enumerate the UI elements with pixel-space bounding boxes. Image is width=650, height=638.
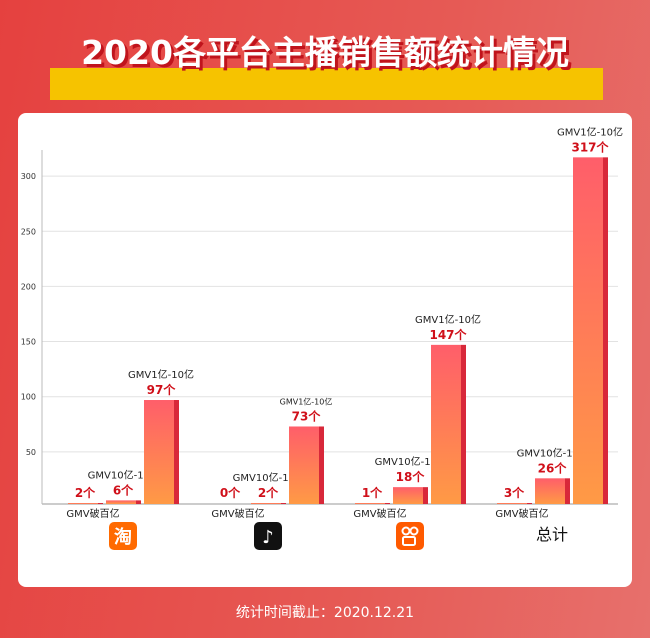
- bar-side: [603, 157, 608, 504]
- bar: [535, 478, 565, 504]
- value-label: 3个: [504, 485, 525, 500]
- y-tick-label: 50: [26, 448, 36, 457]
- footer-date-note: 统计时间截止：2020.12.21: [235, 605, 415, 621]
- bar-side: [174, 400, 179, 504]
- value-label: 26个: [538, 460, 568, 475]
- value-label: 2个: [75, 485, 96, 500]
- bar-side: [136, 500, 141, 504]
- series-label: GMV破百亿: [353, 507, 406, 520]
- bar-side: [319, 426, 324, 504]
- series-label: GMV1亿-10亿: [280, 396, 333, 406]
- value-label: 317个: [571, 139, 609, 154]
- kuaishou-icon-part: [409, 526, 419, 536]
- y-tick-label: 100: [21, 393, 36, 402]
- bar: [289, 426, 319, 504]
- value-label: 1个: [362, 485, 383, 500]
- bar: [431, 344, 461, 504]
- series-label: GMV破百亿: [66, 507, 119, 520]
- bar: [144, 400, 174, 504]
- bar: [68, 503, 98, 504]
- taobao-icon-glyph: 淘: [114, 526, 132, 548]
- bar: [251, 503, 281, 504]
- category-label: 总计: [536, 525, 568, 544]
- bar-side: [385, 503, 390, 504]
- title-highlight-band: [50, 68, 603, 100]
- value-label: 147个: [429, 327, 467, 342]
- bar: [393, 487, 423, 504]
- y-tick-label: 300: [21, 172, 36, 181]
- value-label: 97个: [147, 382, 177, 397]
- bar: [106, 500, 136, 504]
- series-label: GMV破百亿: [495, 507, 548, 520]
- bar-side: [461, 344, 466, 504]
- y-tick-label: 150: [21, 338, 36, 347]
- kuaishou-icon-part: [402, 536, 416, 546]
- douyin-icon-glyph: ♪: [262, 527, 274, 548]
- bar-side: [565, 478, 570, 504]
- page-title: 2020各平台主播销售额统计情况: [81, 33, 569, 72]
- series-label: GMV1亿-10亿: [128, 368, 194, 381]
- y-tick-label: 200: [21, 282, 36, 291]
- bar: [355, 503, 385, 504]
- series-label: GMV破百亿: [211, 507, 264, 520]
- bar-side: [423, 487, 428, 504]
- chart-card: [18, 113, 632, 587]
- bar: [497, 503, 527, 504]
- bar-side: [98, 503, 103, 504]
- value-label: 6个: [113, 482, 134, 497]
- series-label: GMV1亿-10亿: [557, 125, 623, 138]
- y-tick-label: 250: [21, 227, 36, 236]
- value-label: 0个: [220, 485, 241, 500]
- series-label: GMV1亿-10亿: [415, 313, 481, 326]
- bar-side: [527, 503, 532, 504]
- bar: [573, 157, 603, 504]
- value-label: 2个: [258, 485, 279, 500]
- taobao-icon: [109, 522, 137, 550]
- value-label: 18个: [396, 469, 426, 484]
- bar-side: [281, 503, 286, 504]
- value-label: 73个: [292, 408, 322, 423]
- douyin-icon: [254, 522, 282, 550]
